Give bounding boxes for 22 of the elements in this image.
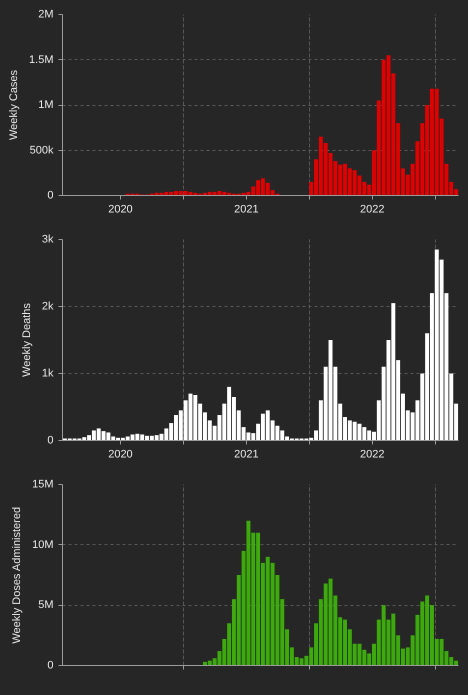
y-tick-label: 0: [47, 190, 54, 202]
y-tick-label: 2k: [42, 300, 54, 312]
y-tick-label: 1.5M: [29, 54, 54, 66]
x-tick-label: 2021: [234, 448, 259, 460]
y-tick-label: 15M: [32, 478, 54, 490]
y-axis-title: Weekly Doses Administered: [11, 506, 24, 644]
x-tick-label: 2022: [360, 448, 385, 460]
x-tick-label: 2020: [108, 204, 133, 216]
y-tick-label: 0: [47, 434, 54, 446]
y-tick-label: 500k: [30, 144, 54, 156]
y-tick-label: 3k: [42, 234, 54, 246]
y-tick-label: 5M: [38, 599, 54, 612]
y-tick-label: 1M: [38, 99, 54, 111]
y-tick-label: 10M: [32, 538, 54, 551]
x-tick-label: 2021: [234, 204, 259, 216]
y-tick-label: 1k: [42, 368, 54, 380]
y-axis-title: Weekly Cases: [8, 69, 20, 140]
y-tick-label: 0: [47, 660, 54, 672]
x-tick-label: 2022: [360, 204, 385, 216]
y-axis-title: Weekly Deaths: [20, 302, 33, 377]
y-tick-label: 2M: [38, 8, 54, 20]
x-tick-label: 2020: [108, 448, 133, 460]
